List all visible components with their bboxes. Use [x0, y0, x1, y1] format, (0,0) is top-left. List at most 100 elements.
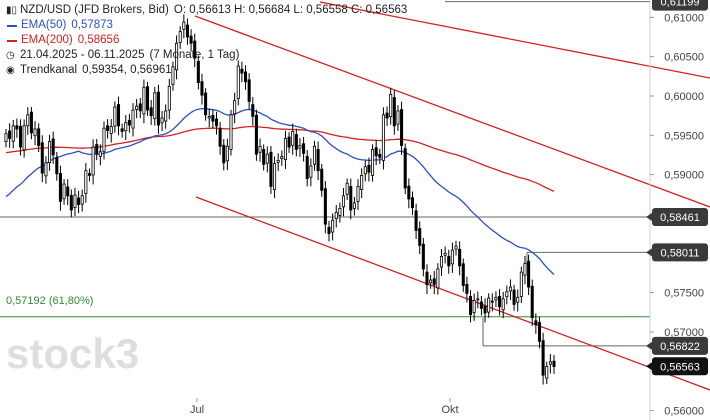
candle — [400, 101, 404, 155]
candle-body-up — [113, 106, 117, 127]
y-tick-label: 0,61000 — [664, 12, 704, 24]
candle-body-down — [69, 195, 73, 211]
candle — [345, 178, 349, 201]
candle-body-down — [465, 284, 469, 294]
candle-body-up — [476, 298, 480, 301]
candle — [298, 138, 302, 157]
candle-body-down — [458, 248, 462, 267]
candle-body-down — [269, 151, 273, 187]
candle — [432, 270, 436, 295]
candle-body-down — [527, 260, 531, 288]
candle-body-down — [400, 109, 404, 146]
candle — [62, 179, 66, 205]
candle-body-up — [131, 109, 135, 129]
candle — [149, 99, 153, 125]
candle-body-up — [472, 300, 476, 313]
candle-body-up — [229, 114, 233, 150]
candle — [283, 130, 287, 169]
candle-body-down — [29, 111, 33, 134]
candle — [160, 111, 164, 132]
candle-body-up — [454, 245, 458, 250]
candle-body-down — [302, 143, 306, 154]
candle — [55, 152, 59, 181]
candle — [178, 26, 182, 49]
candle — [218, 121, 222, 155]
candle-body-up — [429, 279, 433, 284]
candle-body-up — [258, 145, 262, 153]
candle — [429, 275, 433, 289]
candle — [222, 138, 226, 171]
ema200-value: 0,58656 — [77, 34, 120, 46]
candle-body-up — [207, 116, 211, 119]
price-label: 0,58461 — [646, 208, 708, 226]
candle — [450, 242, 454, 273]
candle-body-down — [251, 104, 255, 117]
candle-body-down — [146, 86, 150, 111]
candle-body-down — [541, 340, 545, 376]
candle — [182, 14, 186, 39]
candle — [331, 213, 335, 241]
candle-body-up — [164, 110, 168, 122]
candle-body-down — [461, 263, 465, 286]
candle-body-down — [77, 197, 81, 205]
candle-body-down — [254, 114, 258, 155]
candle-body-down — [479, 301, 483, 309]
candle-body-down — [240, 68, 244, 74]
candle — [164, 104, 168, 129]
candle-body-down — [490, 300, 494, 303]
price-label-box — [652, 357, 708, 376]
candle-body-down — [447, 255, 451, 267]
candle — [269, 145, 273, 194]
candle — [116, 96, 121, 136]
candle-body-up — [312, 145, 317, 165]
candle-body-down — [403, 148, 407, 189]
candle-body-up — [501, 298, 505, 311]
candle-body-up — [360, 174, 364, 190]
candle — [196, 55, 200, 90]
candle-body-down — [120, 128, 124, 132]
legend-ema200-row[interactable]: EMA(200) 0,58656 — [6, 33, 407, 48]
candle-body-down — [218, 128, 222, 147]
candle — [247, 73, 251, 110]
candle — [11, 119, 15, 149]
candle-body-down — [316, 149, 320, 172]
candle — [323, 181, 327, 234]
candles — [4, 14, 556, 385]
candle — [338, 202, 342, 223]
candle-body-down — [127, 119, 131, 126]
candle — [407, 178, 411, 209]
candle — [229, 109, 233, 156]
candle — [356, 179, 360, 211]
candle-body-down — [530, 285, 534, 319]
price-label-text: 0,56563 — [660, 361, 700, 373]
legend-channel-row[interactable]: ◉ Trendkanal 0,59354, 0,56961 — [6, 63, 407, 78]
candle-body-up — [396, 110, 400, 125]
candle-body-down — [18, 125, 23, 148]
price-label-box — [652, 243, 708, 262]
y-tick-label: 0,59500 — [664, 130, 704, 142]
ema50-value: 0,57873 — [71, 19, 113, 31]
candle-body-up — [233, 100, 237, 115]
candle — [316, 141, 320, 181]
candle-body-down — [392, 97, 396, 127]
candle-body-down — [222, 144, 226, 164]
candle-body-up — [171, 66, 175, 85]
candle — [236, 60, 240, 106]
candle-body-down — [432, 278, 436, 286]
candle — [447, 249, 451, 274]
candle-body-down — [327, 226, 331, 234]
candle — [273, 156, 277, 199]
candle — [189, 29, 193, 52]
candle — [523, 255, 527, 285]
legend-ema50-row[interactable]: EMA(50) 0,57873 — [6, 18, 407, 33]
candle — [505, 285, 509, 305]
candle — [534, 313, 538, 334]
candle — [490, 293, 494, 312]
candle-body-down — [156, 91, 160, 126]
candle-body-up — [508, 286, 512, 292]
candle — [454, 240, 458, 256]
candle — [458, 241, 462, 276]
candle — [73, 187, 77, 217]
candle — [512, 284, 516, 311]
